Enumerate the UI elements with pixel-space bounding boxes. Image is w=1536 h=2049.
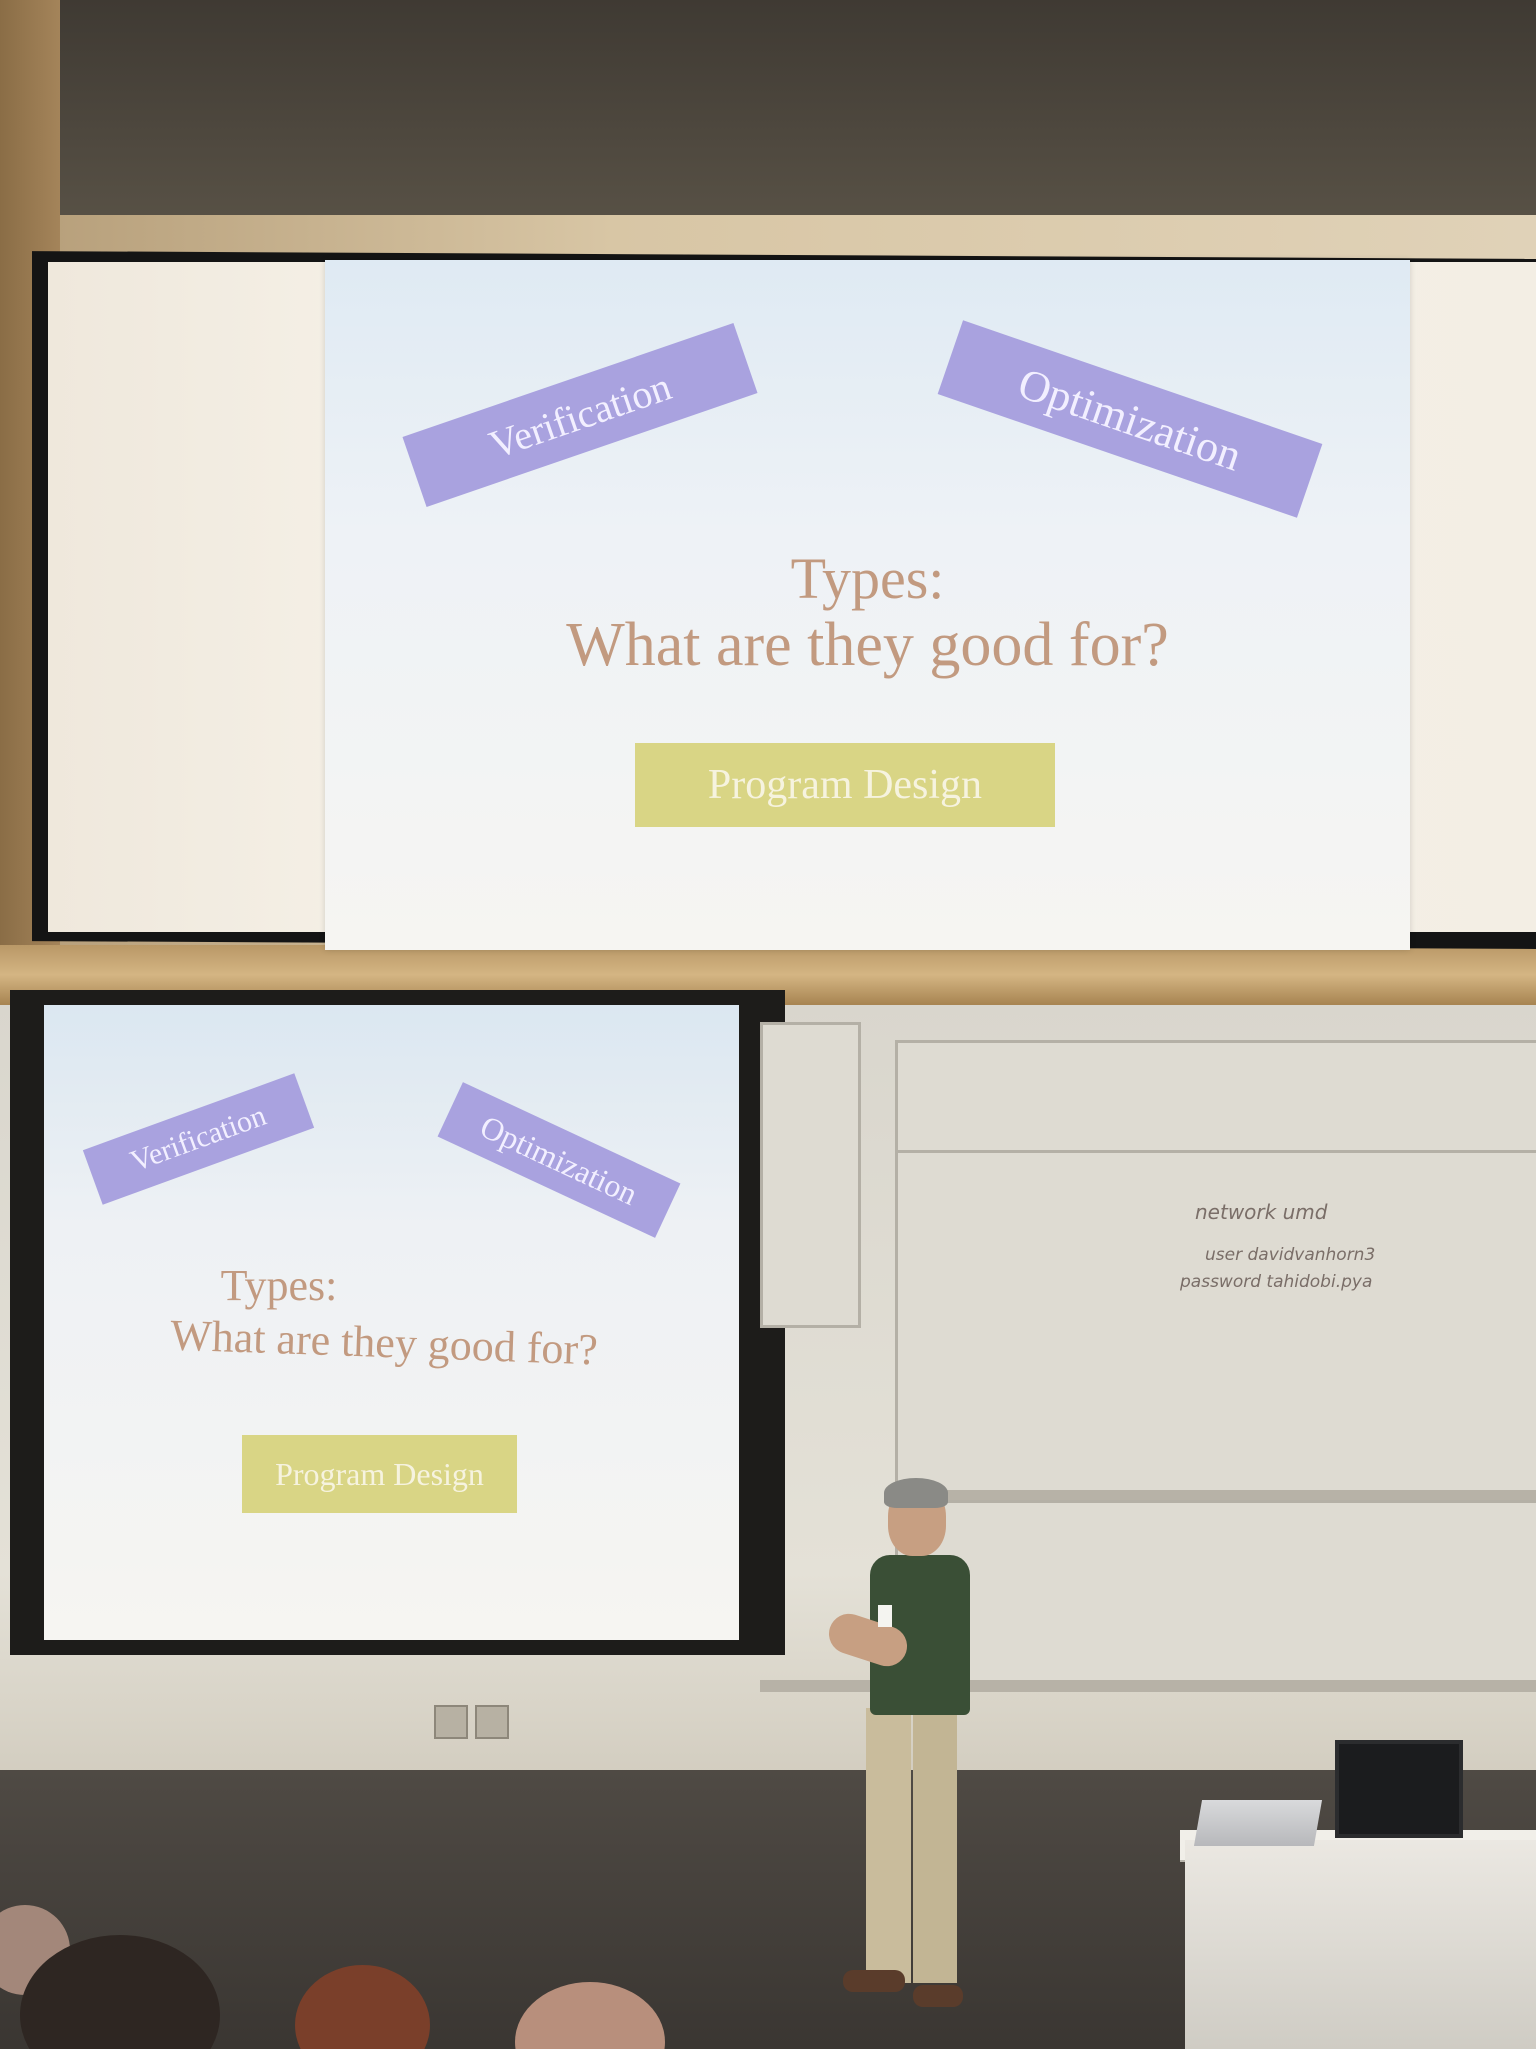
program-design-label: Program Design (707, 762, 983, 808)
presenter-right-leg (913, 1708, 957, 1983)
program-design-label-small: Program Design (275, 1455, 484, 1492)
slide-title-line1-small: Types: (220, 1261, 338, 1310)
presenter-hair (884, 1478, 948, 1508)
podium (1185, 1840, 1536, 2049)
board-rail (895, 1490, 1536, 1500)
lower-slide: Verification Optimization Types: What ar… (44, 1005, 739, 1640)
whiteboard-network-line: network umd (1195, 1200, 1328, 1224)
verification-label: Verification (483, 362, 677, 468)
upper-slide: Verification Optimization Types: What ar… (325, 260, 1410, 950)
verification-label-small: Verification (126, 1098, 271, 1179)
verification-tag-small: Verification (82, 1073, 315, 1205)
whiteboard-top-panel (895, 1040, 1536, 1156)
verification-tag: Verification (402, 323, 758, 507)
monitor (1335, 1740, 1463, 1838)
whiteboard-user-line: user davidvanhorn3 (1205, 1245, 1376, 1265)
presenter-right-shoe (913, 1985, 963, 2007)
laptop (1193, 1800, 1323, 1846)
whiteboard-password-line: password tahidobi.pya (1180, 1272, 1373, 1292)
whiteboard-lower-panel (895, 1500, 1536, 1686)
slide-title-line2-small: What are they good for? (169, 1310, 599, 1375)
ceiling (0, 0, 1536, 250)
presenter-name-badge (878, 1605, 892, 1627)
slide-title-line1: Types: (790, 546, 945, 611)
program-design-tag-small: Program Design (242, 1435, 517, 1513)
slide-title-line2: What are they good for? (566, 611, 1169, 679)
optimization-tag: Optimization (937, 320, 1323, 518)
wall-outlet-2 (475, 1705, 509, 1739)
presenter-left-leg (866, 1708, 911, 1983)
program-design-tag: Program Design (635, 743, 1055, 827)
optimization-tag-small: Optimization (437, 1082, 681, 1238)
wall-outlet (434, 1705, 468, 1739)
optimization-label-small: Optimization (475, 1107, 644, 1212)
presenter-left-shoe (843, 1970, 905, 1992)
whiteboard-left-panel (760, 1022, 861, 1328)
optimization-label: Optimization (1012, 358, 1248, 480)
